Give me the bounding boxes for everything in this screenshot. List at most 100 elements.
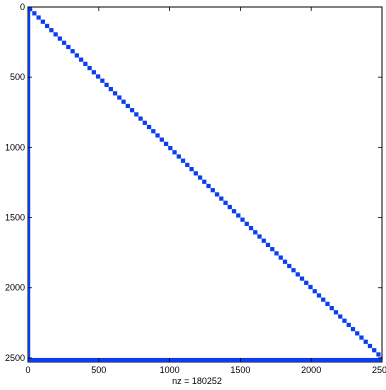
x-axis-label: nz = 180252	[172, 376, 222, 386]
diagonal-block-mark	[112, 91, 118, 96]
diagonal-block-mark	[367, 343, 373, 349]
diagonal-block-mark	[193, 171, 198, 176]
x-tick-label: 2000	[301, 365, 321, 375]
diagonal-block-mark	[359, 335, 364, 340]
y-tick-label: 1500	[5, 213, 25, 223]
plot-area: 0500100015002000250005001000150020002500	[5, 2, 386, 375]
diagonal-block-mark	[244, 221, 249, 226]
diagonal-block-mark	[95, 74, 101, 79]
diagonal-block-mark	[350, 327, 356, 332]
diagonal-block-mark	[87, 65, 92, 71]
diagonal-block-mark	[214, 192, 220, 197]
diagonal-block-mark	[142, 120, 147, 125]
diagonal-block-mark	[206, 183, 211, 189]
diagonal-block-mark	[282, 259, 288, 264]
diagonal-block-mark	[125, 103, 130, 109]
x-tick-label: 500	[91, 365, 106, 375]
dense-row-mark	[28, 357, 382, 362]
diagonal-block-mark	[32, 11, 37, 16]
diagonal-block-mark	[168, 145, 173, 151]
axes-frame	[27, 6, 383, 363]
diagonal-block-mark	[265, 242, 271, 248]
diagonal-block-mark	[176, 154, 181, 159]
marks-layer	[28, 7, 383, 362]
y-tick-label: 0	[20, 2, 25, 12]
diagonal-block-mark	[197, 175, 203, 180]
diagonal-block-mark	[299, 276, 305, 281]
diagonal-block-mark	[159, 137, 164, 142]
diagonal-block-mark	[61, 40, 67, 45]
diagonal-block-mark	[236, 213, 241, 218]
diagonal-block-mark	[223, 200, 228, 205]
diagonal-block-mark	[304, 280, 309, 285]
diagonal-block-mark	[49, 28, 54, 33]
diagonal-block-mark	[376, 352, 381, 357]
diagonal-block-mark	[291, 268, 296, 273]
x-tick-label: 1000	[160, 365, 180, 375]
diagonal-block-mark	[134, 112, 139, 117]
y-tick-label: 1000	[5, 142, 25, 152]
diagonal-block-mark	[108, 87, 113, 92]
diagonal-block-mark	[202, 179, 207, 184]
diagonal-block-mark	[180, 158, 186, 163]
diagonal-block-mark	[274, 251, 279, 256]
diagonal-block-mark	[36, 15, 41, 20]
diagonal-block-mark	[231, 209, 237, 214]
diagonal-block-mark	[44, 23, 50, 29]
diagonal-block-mark	[78, 57, 84, 62]
diagonal-block-mark	[146, 124, 152, 130]
diagonal-block-mark	[295, 272, 300, 277]
diagonal-block-mark	[163, 141, 169, 146]
x-tick-label: 1500	[230, 365, 250, 375]
diagonal-block-mark	[321, 297, 326, 302]
diagonal-block-mark	[121, 99, 126, 104]
diagonal-block-mark	[91, 70, 96, 75]
diagonal-block-mark	[53, 32, 58, 37]
diagonal-block-mark	[278, 255, 283, 260]
diagonal-block-mark	[104, 82, 109, 88]
diagonal-block-mark	[338, 314, 343, 319]
diagonal-block-mark	[253, 230, 258, 235]
diagonal-block-mark	[155, 133, 160, 138]
diagonal-block-mark	[270, 247, 275, 252]
diagonal-block-mark	[172, 150, 177, 155]
diagonal-block-mark	[257, 234, 262, 239]
y-tick-label: 2500	[5, 353, 25, 363]
diagonal-block-mark	[329, 305, 334, 311]
ticks-layer: 0500100015002000250005001000150020002500	[5, 2, 386, 375]
diagonal-block-mark	[189, 167, 194, 172]
diagonal-block-mark	[316, 293, 322, 298]
diagonal-block-mark	[70, 49, 75, 54]
y-tick-label: 2000	[5, 283, 25, 293]
diagonal-block-mark	[219, 196, 224, 201]
diagonal-block-mark	[287, 263, 292, 269]
diagonal-block-mark	[248, 225, 254, 231]
diagonal-block-mark	[346, 322, 351, 328]
diagonal-block-mark	[210, 188, 215, 193]
diagonal-block-mark	[66, 44, 71, 50]
diagonal-block-mark	[40, 19, 45, 24]
diagonal-block-mark	[57, 36, 62, 41]
diagonal-block-mark	[227, 204, 232, 210]
diagonal-block-mark	[74, 53, 79, 58]
x-tick-label: 0	[25, 365, 30, 375]
diagonal-block-mark	[325, 301, 330, 306]
diagonal-block-mark	[138, 116, 143, 121]
y-tick-label: 500	[10, 72, 25, 82]
diagonal-block-mark	[240, 217, 245, 222]
diagonal-block-mark	[355, 331, 360, 336]
x-tick-label: 2500	[372, 365, 386, 375]
diagonal-block-mark	[308, 284, 313, 290]
diagonal-block-mark	[83, 61, 88, 66]
diagonal-block-mark	[185, 162, 190, 168]
diagonal-block-mark	[312, 289, 317, 294]
diagonal-block-mark	[129, 108, 135, 113]
diagonal-block-mark	[117, 95, 122, 100]
dense-column-mark	[28, 7, 31, 362]
diagonal-block-mark	[342, 318, 347, 323]
diagonal-block-mark	[151, 129, 156, 134]
diagonal-block-mark	[333, 310, 339, 315]
diagonal-block-mark	[261, 238, 266, 243]
diagonal-block-mark	[372, 348, 377, 353]
